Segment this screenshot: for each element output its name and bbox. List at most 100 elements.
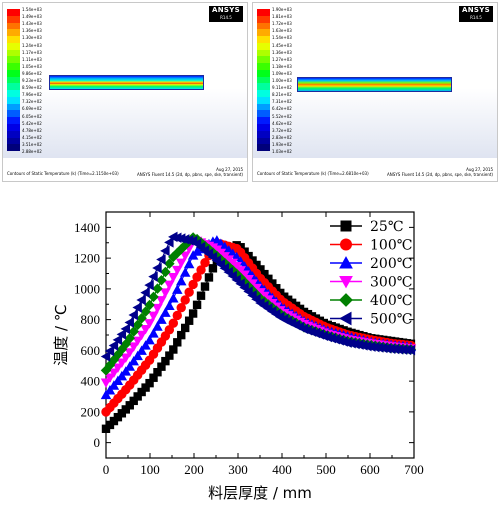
- colorbar-swatch: [257, 56, 270, 64]
- colorbar-label: 3.72e+02: [272, 127, 292, 133]
- temperature-contour: [297, 77, 452, 92]
- data-point: [172, 232, 182, 243]
- colorbar-label: 1.03e+02: [272, 149, 292, 154]
- data-point: [260, 269, 269, 279]
- data-point: [144, 319, 155, 329]
- data-point: [161, 356, 170, 366]
- data-point: [133, 392, 142, 401]
- colorbar-label: 8.21e+02: [272, 92, 292, 98]
- data-point: [175, 275, 187, 286]
- data-point: [120, 338, 132, 350]
- data-point: [183, 234, 194, 246]
- data-point: [192, 300, 202, 310]
- colorbar-swatch: [257, 110, 270, 118]
- data-point: [256, 265, 265, 274]
- data-point: [116, 329, 127, 340]
- data-point: [124, 348, 136, 358]
- colorbar-label: 1.30e+03: [22, 35, 42, 41]
- data-point: [136, 330, 147, 341]
- legend-label: 500℃: [370, 312, 412, 328]
- x-tick-label: 600: [360, 462, 380, 477]
- data-point: [140, 306, 151, 317]
- y-tick-label: 1400: [74, 220, 100, 235]
- data-point: [168, 318, 179, 328]
- data-point: [168, 293, 179, 303]
- data-point: [148, 311, 159, 322]
- contour-caption: Contours of Static Temperature (k) (Time…: [257, 171, 369, 176]
- colorbar-swatch: [7, 96, 20, 104]
- solver-text: ANSYS Fluent 14.5 (2d, dp, pbns, spe, sk…: [137, 172, 243, 177]
- data-point: [184, 287, 194, 297]
- data-point: [204, 273, 214, 282]
- data-point: [108, 340, 119, 351]
- data-point: [116, 358, 128, 368]
- y-tick-label: 400: [81, 374, 101, 389]
- y-axis-label: 温度 / ℃: [52, 304, 70, 365]
- temperature-contour: [49, 75, 204, 90]
- series-6: [100, 231, 416, 362]
- data-point: [100, 378, 112, 388]
- colorbar-swatch: [7, 9, 20, 16]
- data-point: [172, 310, 182, 321]
- colorbar-label: 1.09e+03: [272, 70, 292, 76]
- data-point: [164, 258, 175, 269]
- x-tick-label: 700: [404, 462, 424, 477]
- data-point: [188, 309, 198, 318]
- colorbar-swatch: [7, 144, 20, 152]
- colorbar-swatch: [257, 29, 270, 37]
- data-point: [125, 401, 134, 410]
- colorbar-swatch: [7, 137, 20, 145]
- colorbar-swatch: [257, 90, 270, 97]
- y-tick-label: 1000: [74, 281, 100, 296]
- data-point: [132, 319, 143, 331]
- colorbar: [257, 9, 270, 152]
- colorbar-swatch: [257, 9, 270, 16]
- colorbar-label: 1.11e+03: [22, 56, 42, 62]
- colorbar-label: 4.62e+02: [272, 120, 292, 126]
- data-point: [179, 234, 190, 245]
- contour-caption: Contours of Static Temperature (k) (Time…: [7, 171, 119, 176]
- y-tick-label: 600: [81, 343, 101, 358]
- colorbar-label: 9.23e+02: [22, 78, 42, 83]
- colorbar-swatch: [7, 15, 20, 23]
- legend-marker: [340, 238, 352, 251]
- colorbar-label: 6.69e+02: [22, 106, 42, 112]
- colorbar-label: 7.32e+02: [22, 99, 42, 105]
- colorbar-swatch: [257, 76, 270, 84]
- colorbar-labels: 1.54e+03 1.49e+03 1.43e+03 1.36e+03 1.30e+03…: [22, 7, 62, 154]
- data-point: [342, 337, 352, 348]
- data-point: [124, 361, 136, 371]
- colorbar-swatch: [7, 76, 20, 84]
- data-point: [108, 368, 120, 378]
- colorbar-label: 1.93e+02: [272, 141, 292, 147]
- cfd-panel-left: 1.54e+03 1.49e+03 1.43e+03 1.36e+03 1.30e+03…: [2, 2, 248, 182]
- data-point: [128, 309, 138, 321]
- data-point: [179, 267, 191, 277]
- data-point: [124, 332, 136, 344]
- colorbar-label: 7.96e+02: [22, 92, 42, 98]
- logo-version: R14.5: [220, 15, 232, 20]
- data-point: [200, 282, 210, 291]
- data-point: [173, 338, 182, 347]
- data-point: [165, 351, 174, 360]
- ansys-logo: ANSYS R14.5: [459, 6, 493, 22]
- colorbar-swatch: [257, 144, 270, 152]
- data-point: [112, 334, 123, 346]
- colorbar-label: 5.52e+02: [272, 113, 292, 119]
- data-point: [362, 340, 372, 352]
- data-point: [200, 258, 210, 268]
- data-point: [132, 302, 142, 313]
- data-point: [104, 373, 116, 383]
- data-point: [156, 296, 167, 306]
- x-tick-label: 500: [316, 462, 336, 477]
- colorbar-swatch: [257, 96, 270, 104]
- logo-version: R14.5: [470, 15, 482, 20]
- data-point: [137, 387, 146, 397]
- colorbar-label: 1.63e+03: [272, 28, 292, 34]
- colorbar-label: 5.42e+02: [22, 120, 42, 126]
- colorbar-swatch: [257, 49, 270, 57]
- data-point: [152, 262, 162, 274]
- data-point: [128, 355, 139, 366]
- data-point: [184, 316, 194, 325]
- data-point: [179, 239, 191, 251]
